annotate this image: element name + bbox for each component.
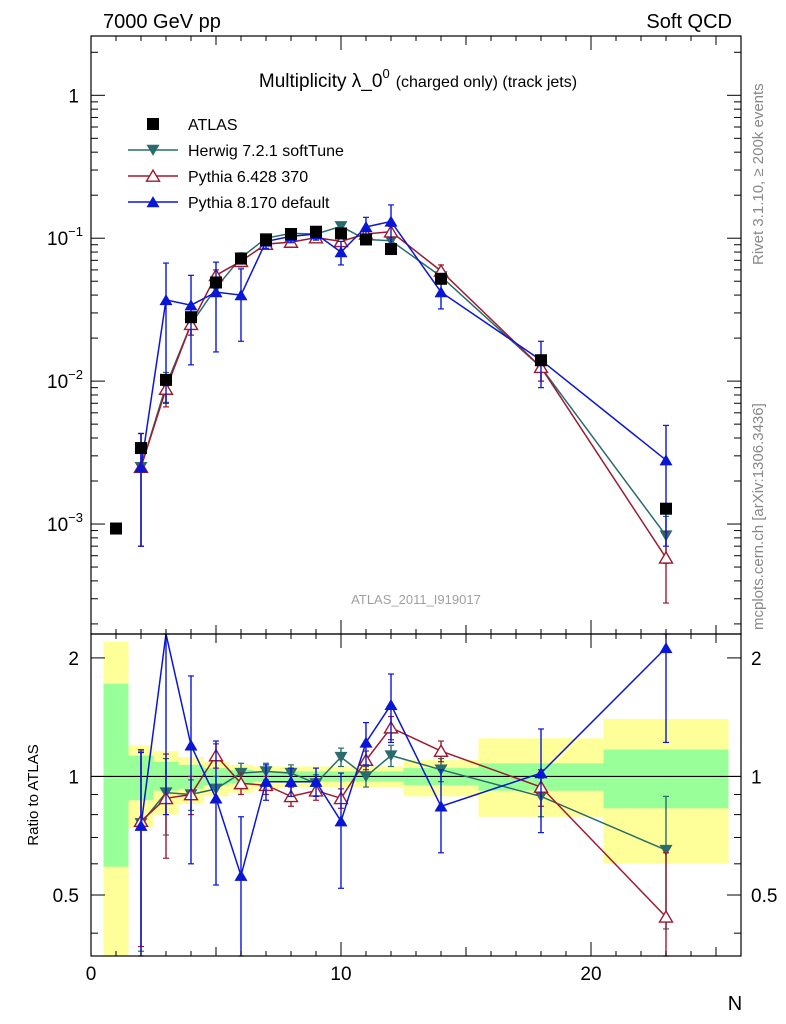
ratio-pythia-point bbox=[384, 698, 398, 711]
rivet-label: Rivet 3.1.10, ≥ 200k events bbox=[750, 83, 767, 265]
atlas-data-point bbox=[535, 354, 547, 367]
atlas-data-point bbox=[385, 243, 397, 256]
header-right: Soft QCD bbox=[646, 11, 732, 33]
main-pythia-point bbox=[334, 246, 348, 258]
main-y-tick-label: 10−2 bbox=[47, 367, 83, 393]
ratio-y-tick-label: 0.5 bbox=[53, 886, 79, 907]
atlas-data-point bbox=[260, 234, 272, 247]
ratio-y-axis-label: Ratio to ATLAS bbox=[25, 744, 42, 845]
atlas-data-point bbox=[160, 373, 172, 386]
main-y-tick-label: 10−1 bbox=[47, 224, 83, 250]
ratio-y-tick-label-right: 2 bbox=[751, 649, 762, 670]
main-pythia-point bbox=[209, 286, 223, 298]
ratio-pythia-point bbox=[234, 869, 248, 881]
ratio-pythia-line bbox=[140, 726, 667, 918]
ratio-pythia-point bbox=[658, 909, 674, 923]
ratio-y-tick-label-right: 1 bbox=[751, 767, 762, 788]
main-pythia-point bbox=[159, 294, 173, 306]
ratio-pythia-point bbox=[184, 739, 198, 751]
ratio-pythia-point bbox=[233, 776, 249, 790]
atlas-data-point bbox=[335, 227, 347, 240]
main-pythia-point bbox=[659, 454, 673, 466]
main-pythia-point bbox=[134, 461, 148, 473]
main-pythia-point bbox=[184, 299, 198, 311]
legend-marker bbox=[146, 144, 160, 156]
ratio-pythia-point bbox=[434, 800, 448, 812]
ratio-pythia-point bbox=[359, 736, 373, 748]
atlas-data-point bbox=[660, 502, 672, 515]
ratio-pythia-point bbox=[284, 775, 298, 787]
legend-label: Pythia 6.428 370 bbox=[188, 169, 308, 186]
legend-marker bbox=[146, 196, 160, 208]
ratio-pythia-line bbox=[140, 633, 667, 879]
main-y-tick-label: 10−3 bbox=[47, 510, 83, 536]
ratio-pythia-point bbox=[259, 775, 273, 787]
ratio-herwig-point bbox=[384, 750, 398, 762]
ratio-pythia-point bbox=[209, 792, 223, 804]
plot-title: Multiplicity λ_00 (charged only) (track j… bbox=[259, 66, 577, 92]
ratio-pythia-point bbox=[534, 767, 548, 779]
ratio-pythia-point bbox=[134, 819, 148, 831]
atlas-data-point bbox=[185, 311, 197, 324]
x-axis-label: N bbox=[728, 993, 742, 1015]
ratio-herwig-point bbox=[359, 771, 373, 783]
atlas-data-point bbox=[310, 225, 322, 238]
plot-title-suffix: (charged only) (track jets) bbox=[396, 74, 577, 91]
main-pythia-point bbox=[359, 221, 373, 233]
main-pythia-line bbox=[140, 220, 667, 468]
mcplots-label: mcplots.cern.ch [arXiv:1306.3436] bbox=[750, 403, 767, 630]
atlas-data-point bbox=[235, 252, 247, 265]
main-plot: 10−3 10−2 10−1 1 bbox=[47, 35, 742, 635]
plot-title-main: Multiplicity λ_0 bbox=[259, 71, 383, 92]
analysis-id: ATLAS_2011_I919017 bbox=[351, 592, 481, 607]
ratio-pythia-point bbox=[659, 642, 673, 654]
ratio-herwig-line bbox=[140, 754, 667, 851]
header-left: 7000 GeV pp bbox=[103, 11, 221, 33]
legend-marker bbox=[147, 118, 159, 130]
main-y-tick-label: 1 bbox=[68, 86, 79, 107]
atlas-data-point bbox=[285, 228, 297, 241]
x-tick-label: 0 bbox=[86, 964, 97, 985]
atlas-data-point bbox=[110, 522, 122, 535]
main-herwig-point bbox=[334, 221, 348, 233]
legend-label: ATLAS bbox=[188, 117, 238, 134]
legend: ATLAS Herwig 7.2.1 softTune Pythia 6.428 3… bbox=[128, 117, 344, 212]
legend-label: Herwig 7.2.1 softTune bbox=[188, 143, 344, 160]
ratio-y-tick-label: 1 bbox=[68, 767, 79, 788]
x-tick-label: 10 bbox=[330, 964, 351, 985]
x-tick-label: 20 bbox=[580, 964, 601, 985]
main-pythia-point bbox=[658, 550, 674, 564]
ratio-inner-band bbox=[103, 683, 129, 867]
ratio-pythia-point bbox=[433, 743, 449, 757]
ratio-herwig-point bbox=[334, 751, 348, 763]
main-pythia-point bbox=[384, 215, 398, 227]
legend-marker bbox=[145, 168, 161, 182]
main-pythia-point bbox=[434, 286, 448, 298]
atlas-data-point bbox=[135, 442, 147, 455]
atlas-data-point bbox=[360, 233, 372, 246]
atlas-data-point bbox=[210, 276, 222, 289]
ratio-herwig-point bbox=[659, 844, 673, 856]
ratio-pythia-point bbox=[334, 815, 348, 827]
plot-title-sup: 0 bbox=[382, 66, 389, 81]
atlas-data-point bbox=[435, 272, 447, 285]
legend-label: Pythia 8.170 default bbox=[188, 195, 330, 212]
main-pythia-point bbox=[234, 289, 248, 301]
ratio-pythia-point bbox=[309, 775, 323, 787]
ratio-y-tick-label: 2 bbox=[68, 649, 79, 670]
ratio-plot: 0.5 0.51 12 20 10 20 bbox=[53, 633, 777, 985]
ratio-y-tick-label-right: 0.5 bbox=[751, 886, 777, 907]
